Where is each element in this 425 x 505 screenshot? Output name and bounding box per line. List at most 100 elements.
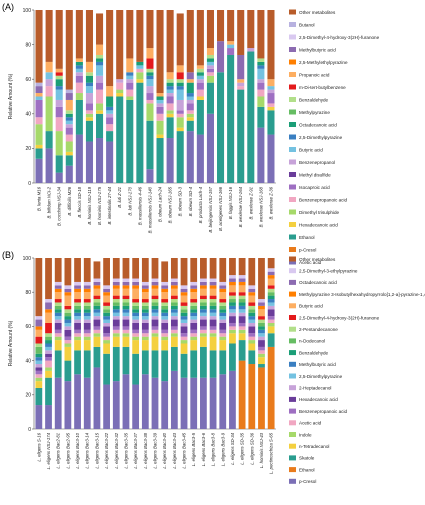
stacked-bar [54,258,62,429]
bar-segment [166,117,174,139]
bar-segment [257,82,265,90]
bar-segment [166,79,174,83]
bar-segment [170,295,178,300]
bar-segment [112,295,120,300]
bar-segment [200,285,207,289]
bar-segment [75,61,83,66]
bar-segment [196,75,204,80]
bar-segment [103,302,110,306]
bar-segment [196,68,204,73]
legend-label: Benzenepropanoic acid [299,409,347,414]
bar-segment [209,305,217,310]
bar-segment [93,295,101,300]
bar-segment [75,10,83,59]
bar-segment [54,340,62,351]
bar-segment [176,117,184,128]
bar-segment [35,353,43,358]
legend-swatch [289,72,296,77]
bar-segment [170,319,178,327]
bar-segment [156,113,164,121]
bar-segment [219,316,227,320]
category-label: B. obeum SD-4 [188,186,193,216]
bar-segment [229,258,236,276]
legend-swatch [289,184,296,190]
category-label: L. eligens S-16 [36,432,41,461]
bar-segment [103,322,110,327]
bar-segment [267,319,275,323]
bar-segment [103,312,110,317]
bar-segment [45,367,52,371]
bar-segment [166,89,174,94]
y-axis-title: Relative Amount (%) [8,320,14,366]
bar-segment [64,292,72,296]
bar-segment [219,312,227,317]
bar-segment [190,333,198,337]
bar-segment [217,41,225,73]
stacked-bar [126,10,134,183]
bar-segment [200,346,207,378]
bar-segment [35,367,43,371]
bar-segment [126,99,134,183]
legend-swatch [289,59,296,65]
bar-segment [132,353,140,385]
bar-segment [83,309,91,313]
bar-segment [170,281,178,286]
bar-segment [132,281,140,286]
bar-segment [200,377,207,429]
bar-segment [146,120,154,170]
bar-segment [180,326,188,334]
bar-segment [151,377,159,429]
bar-segment [126,82,134,90]
bar-segment [146,10,154,49]
bar-segment [35,360,43,365]
category-label: B. producta Lach-4 [198,186,203,223]
bar-segment [248,258,256,286]
legend-label: Propanoic acid [299,72,330,77]
bar-segment [45,343,52,347]
bar-segment [161,261,169,282]
legend-label: Other metabolites [299,10,336,15]
bar-segment [257,61,265,66]
category-label: B. difficilis M26 [67,186,72,215]
bar-segment [219,281,227,286]
bar-segment [132,336,140,341]
bar-segment [258,326,265,330]
bar-segment [122,258,130,279]
bar-segment [248,319,256,323]
stacked-bar [267,10,275,183]
bar-segment [122,312,130,317]
bar-segment [209,309,217,313]
bar-segment [96,113,104,139]
legend-label: Methylbutyric acid [299,362,336,367]
y-tick-label: 60 [25,77,31,83]
bar-segment [132,285,140,289]
bar-segment [267,278,275,286]
category-label: B. obeum Lach-24 [158,186,163,222]
bar-segment [258,299,265,303]
bar-segment [146,75,154,80]
bar-segment [196,99,204,135]
legend-label: Dimethyl trisulphide [299,210,340,215]
legend-item: Butanol [289,22,315,27]
bar-segment [267,299,275,303]
bar-segment [112,309,120,313]
bar-segment [85,72,93,76]
bar-segment [200,288,207,296]
bar-segment [132,329,140,334]
bar-segment [146,79,154,87]
bar-segment [237,54,245,80]
bar-segment [64,305,72,310]
bar-segment [161,288,169,293]
legend-label: Hexadecanoic acid [299,222,338,227]
bar-segment [229,343,236,371]
stacked-bar [75,10,83,183]
bar-segment [238,295,246,300]
bar-segment [166,113,174,118]
legend-swatch [289,385,296,391]
bar-segment [65,93,73,100]
bar-segment [55,117,63,132]
bar-segment [186,93,194,97]
legend-swatch [289,420,296,426]
legend-swatch [289,159,296,165]
legend-swatch [289,396,296,402]
